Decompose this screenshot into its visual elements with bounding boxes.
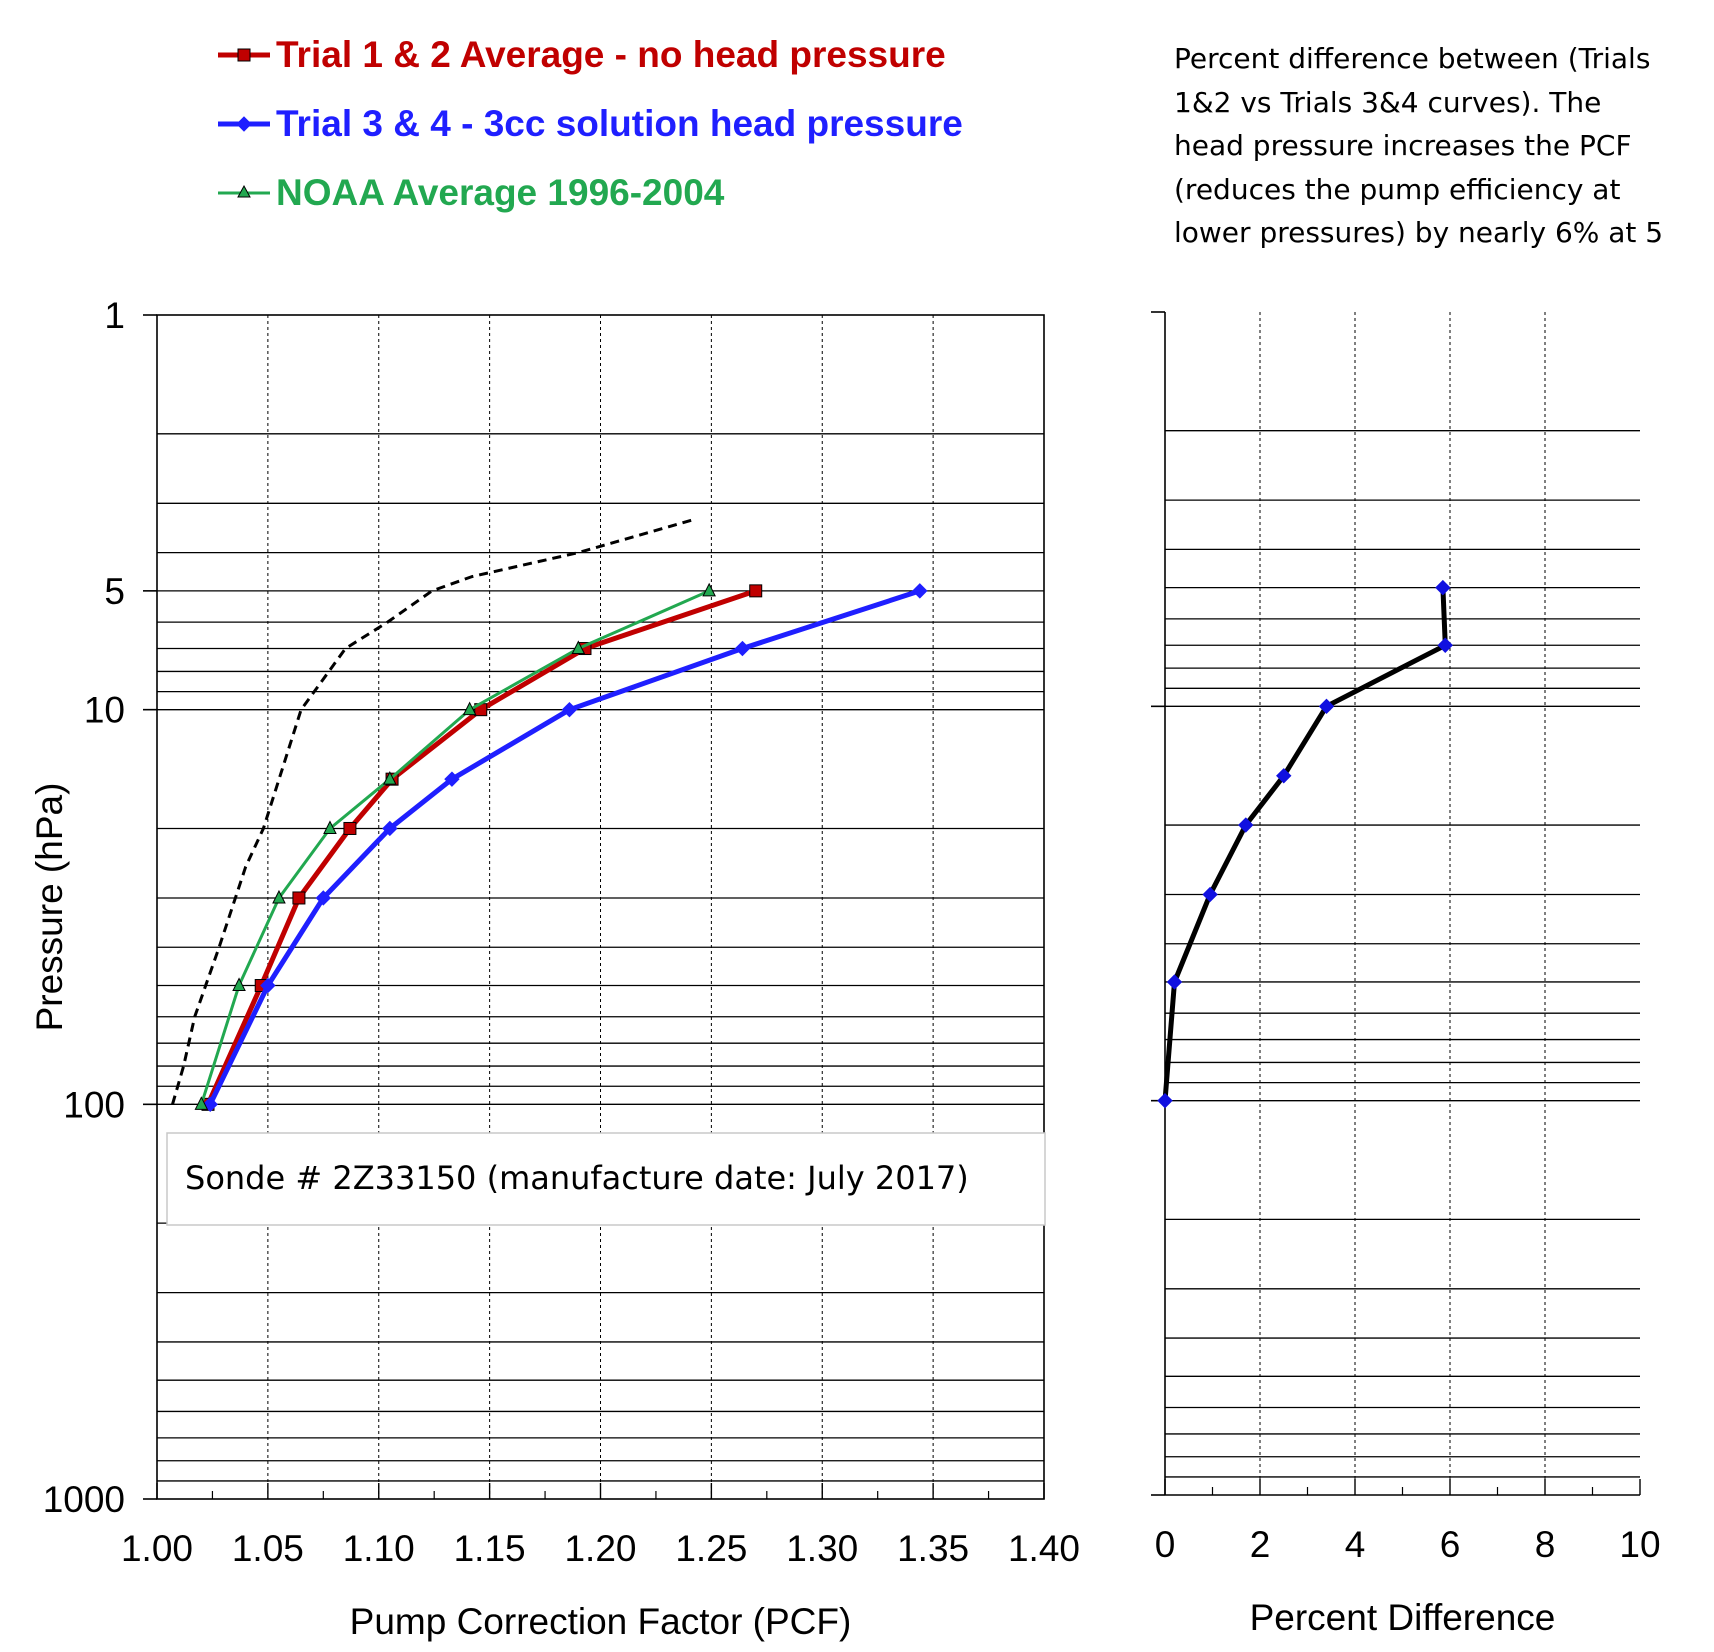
sonde-label-box: Sonde # 2Z33150 (manufacture date: July … <box>166 1132 1046 1226</box>
legend-marker-noaa <box>237 184 251 198</box>
pcf-y-tick-label: 1 <box>104 295 125 336</box>
pcf-series-2-line <box>199 589 710 1105</box>
pcf-series-2-point <box>383 771 397 785</box>
legend-label-trial12: Trial 1 & 2 Average - no head pressure <box>276 34 946 75</box>
legend: Trial 1 & 2 Average - no head pressure T… <box>218 34 963 213</box>
pcf-series-2-point <box>462 701 477 716</box>
pcf-series-2-point <box>702 582 716 597</box>
pcf-x-tick-label: 1.30 <box>786 1528 858 1569</box>
diff-series-0-point <box>1202 886 1218 903</box>
pcf-series-0-point <box>292 891 306 905</box>
legend-marker-trial34 <box>236 116 252 132</box>
diff-series-0-point <box>1318 698 1335 715</box>
pcf-x-tick-label: 1.15 <box>454 1528 526 1569</box>
pcf-x-tick-label: 1.25 <box>675 1528 747 1569</box>
pcf-plot-frame <box>156 314 1045 1500</box>
pcf-series-2-point <box>232 977 246 992</box>
pcf-y-axis-title: Pressure (hPa) <box>29 783 70 1032</box>
diff-x-tick-label: 8 <box>1535 1524 1556 1565</box>
legend-label-noaa: NOAA Average 1996-2004 <box>276 172 725 213</box>
note-line-2: 1&2 vs Trials 3&4 curves). The <box>1174 86 1601 119</box>
legend-item-trial12: Trial 1 & 2 Average - no head pressure <box>218 34 946 75</box>
diff-series-0-point <box>1166 974 1183 990</box>
legend-label-trial34: Trial 3 & 4 - 3cc solution head pressure <box>276 103 963 144</box>
pcf-series-1-point <box>444 771 460 787</box>
percent-difference-chart: 0 2 4 6 8 10 Percent Difference <box>1151 311 1661 1638</box>
pcf-series-2-point <box>323 820 337 834</box>
pcf-series-2-point <box>272 889 286 904</box>
pcf-series-1-point <box>382 820 398 837</box>
pcf-series-1-point <box>260 977 276 994</box>
diff-series-0-line <box>1162 587 1448 1101</box>
diff-x-tick-label: 2 <box>1250 1524 1271 1565</box>
pcf-series-1-point <box>912 583 928 599</box>
legend-item-trial34: Trial 3 & 4 - 3cc solution head pressure <box>218 103 963 144</box>
pcf-series-0-line <box>205 588 757 1106</box>
pcf-series-0-point <box>749 584 763 598</box>
diff-series-0-point <box>1437 637 1453 653</box>
pcf-x-tick-label: 1.00 <box>121 1528 193 1569</box>
pcf-chart: 1.00 1.05 1.10 1.15 1.20 1.25 1.30 1.35 1.40 1 5 10… <box>29 295 1080 1642</box>
diff-series-0-point <box>1238 817 1254 833</box>
pcf-series-2-point <box>571 640 586 655</box>
note-text-block: Percent difference between (Trials 1&2 v… <box>1174 42 1663 249</box>
note-line-3: head pressure increases the PCF <box>1174 129 1632 162</box>
diff-x-tick-label: 6 <box>1440 1524 1461 1565</box>
pcf-y-tick-label: 100 <box>63 1084 125 1125</box>
diff-x-tick-label: 10 <box>1619 1524 1660 1565</box>
pcf-series-2-point <box>194 1096 209 1110</box>
pcf-x-tick-label: 1.05 <box>232 1528 304 1569</box>
sonde-label-background <box>166 1132 1046 1226</box>
pcf-x-tick-label: 1.20 <box>564 1528 636 1569</box>
pcf-y-tick-label: 10 <box>84 690 125 731</box>
note-line-4: (reduces the pump efficiency at <box>1174 173 1620 206</box>
pcf-series-1-point <box>561 701 578 718</box>
pcf-series-1-line <box>207 588 921 1106</box>
diff-x-axis-title: Percent Difference <box>1250 1597 1556 1638</box>
pcf-series-0-point <box>343 821 357 835</box>
diff-x-tick-label: 0 <box>1155 1524 1176 1565</box>
pcf-x-tick-label: 1.35 <box>897 1528 969 1569</box>
pcf-series-3-line <box>171 518 695 1105</box>
diff-series-0-point <box>1276 768 1292 784</box>
pcf-series-1-point <box>734 640 751 657</box>
note-line-1: Percent difference between (Trials <box>1174 42 1650 75</box>
pcf-x-tick-label: 1.10 <box>343 1528 415 1569</box>
legend-marker-trial12 <box>237 48 251 62</box>
diff-x-tick-label: 4 <box>1345 1524 1366 1565</box>
diff-series-0-point <box>1435 579 1451 596</box>
diff-series-0-point <box>1157 1092 1173 1109</box>
pcf-x-tick-label: 1.40 <box>1008 1528 1080 1569</box>
pcf-series-1-point <box>315 890 332 906</box>
pcf-y-tick-label: 5 <box>104 571 125 612</box>
pcf-x-axis-title: Pump Correction Factor (PCF) <box>350 1601 852 1642</box>
legend-item-noaa: NOAA Average 1996-2004 <box>218 172 725 213</box>
note-line-5: lower pressures) by nearly 6% at 5 <box>1174 216 1663 249</box>
pcf-y-tick-label: 1000 <box>43 1479 125 1520</box>
sonde-label: Sonde # 2Z33150 (manufacture date: July … <box>185 1159 969 1197</box>
